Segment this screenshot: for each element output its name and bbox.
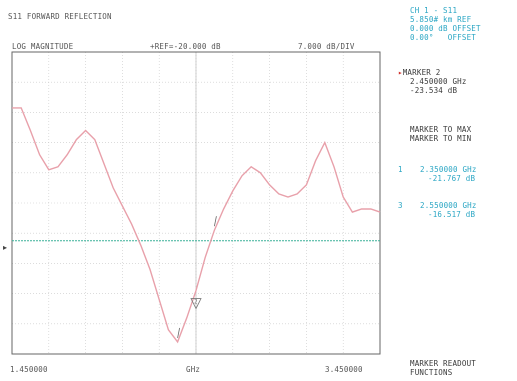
marker-2-symbol — [190, 298, 202, 310]
softkey-marker-to-max[interactable]: MARKER TO MAX — [410, 125, 472, 134]
frequency-unit: GHz — [186, 365, 201, 374]
softkey-marker-to-min[interactable]: MARKER TO MIN — [410, 134, 472, 143]
active-marker-name: MARKER 2 — [402, 68, 441, 77]
marker-1-id: 1 — [398, 165, 403, 174]
stop-frequency: 3.450000 — [325, 365, 363, 374]
reference-arrow-icon: ▸ — [3, 243, 7, 252]
start-frequency: 1.450000 — [10, 365, 48, 374]
s11-trace — [12, 107, 381, 344]
marker-3-symbol — [214, 216, 217, 227]
marker-2-symbol-label: 2 — [194, 299, 198, 306]
marker-1-value: -21.767 dB — [428, 174, 476, 183]
magnitude-offset: 0.000 dB OFFSET — [410, 24, 481, 33]
reference-plane: 5.850# km REF — [410, 15, 472, 24]
marker-3-frequency: 2.550000 GHz — [420, 201, 477, 210]
active-marker-pointer-icon: ▸ — [398, 68, 403, 77]
format-label: LOG MAGNITUDE — [12, 42, 74, 51]
marker-symbols: 2 — [177, 216, 217, 338]
softkey-marker-readout[interactable]: MARKER READOUT — [410, 359, 477, 368]
softkey-functions[interactable]: FUNCTIONS — [410, 368, 453, 377]
reference-level: +REF=-20.000 dB — [150, 42, 221, 51]
marker-1-frequency: 2.350000 GHz — [420, 165, 477, 174]
marker-3-id: 3 — [398, 201, 403, 210]
marker-1-symbol — [177, 327, 180, 338]
graticule — [12, 52, 380, 354]
scale-per-division: 7.000 dB/DIV — [298, 42, 355, 51]
measurement-label: S11 FORWARD REFLECTION — [8, 12, 112, 21]
channel-label: CH 1 - S11 — [410, 6, 458, 15]
active-marker-title[interactable]: ▸MARKER 2 — [398, 68, 440, 77]
plot-frame — [11, 51, 381, 355]
phase-offset: 0.00° OFFSET — [410, 33, 477, 42]
active-marker-value: -23.534 dB — [410, 86, 458, 95]
active-marker-frequency: 2.450000 GHz — [410, 77, 467, 86]
marker-3-value: -16.517 dB — [428, 210, 476, 219]
